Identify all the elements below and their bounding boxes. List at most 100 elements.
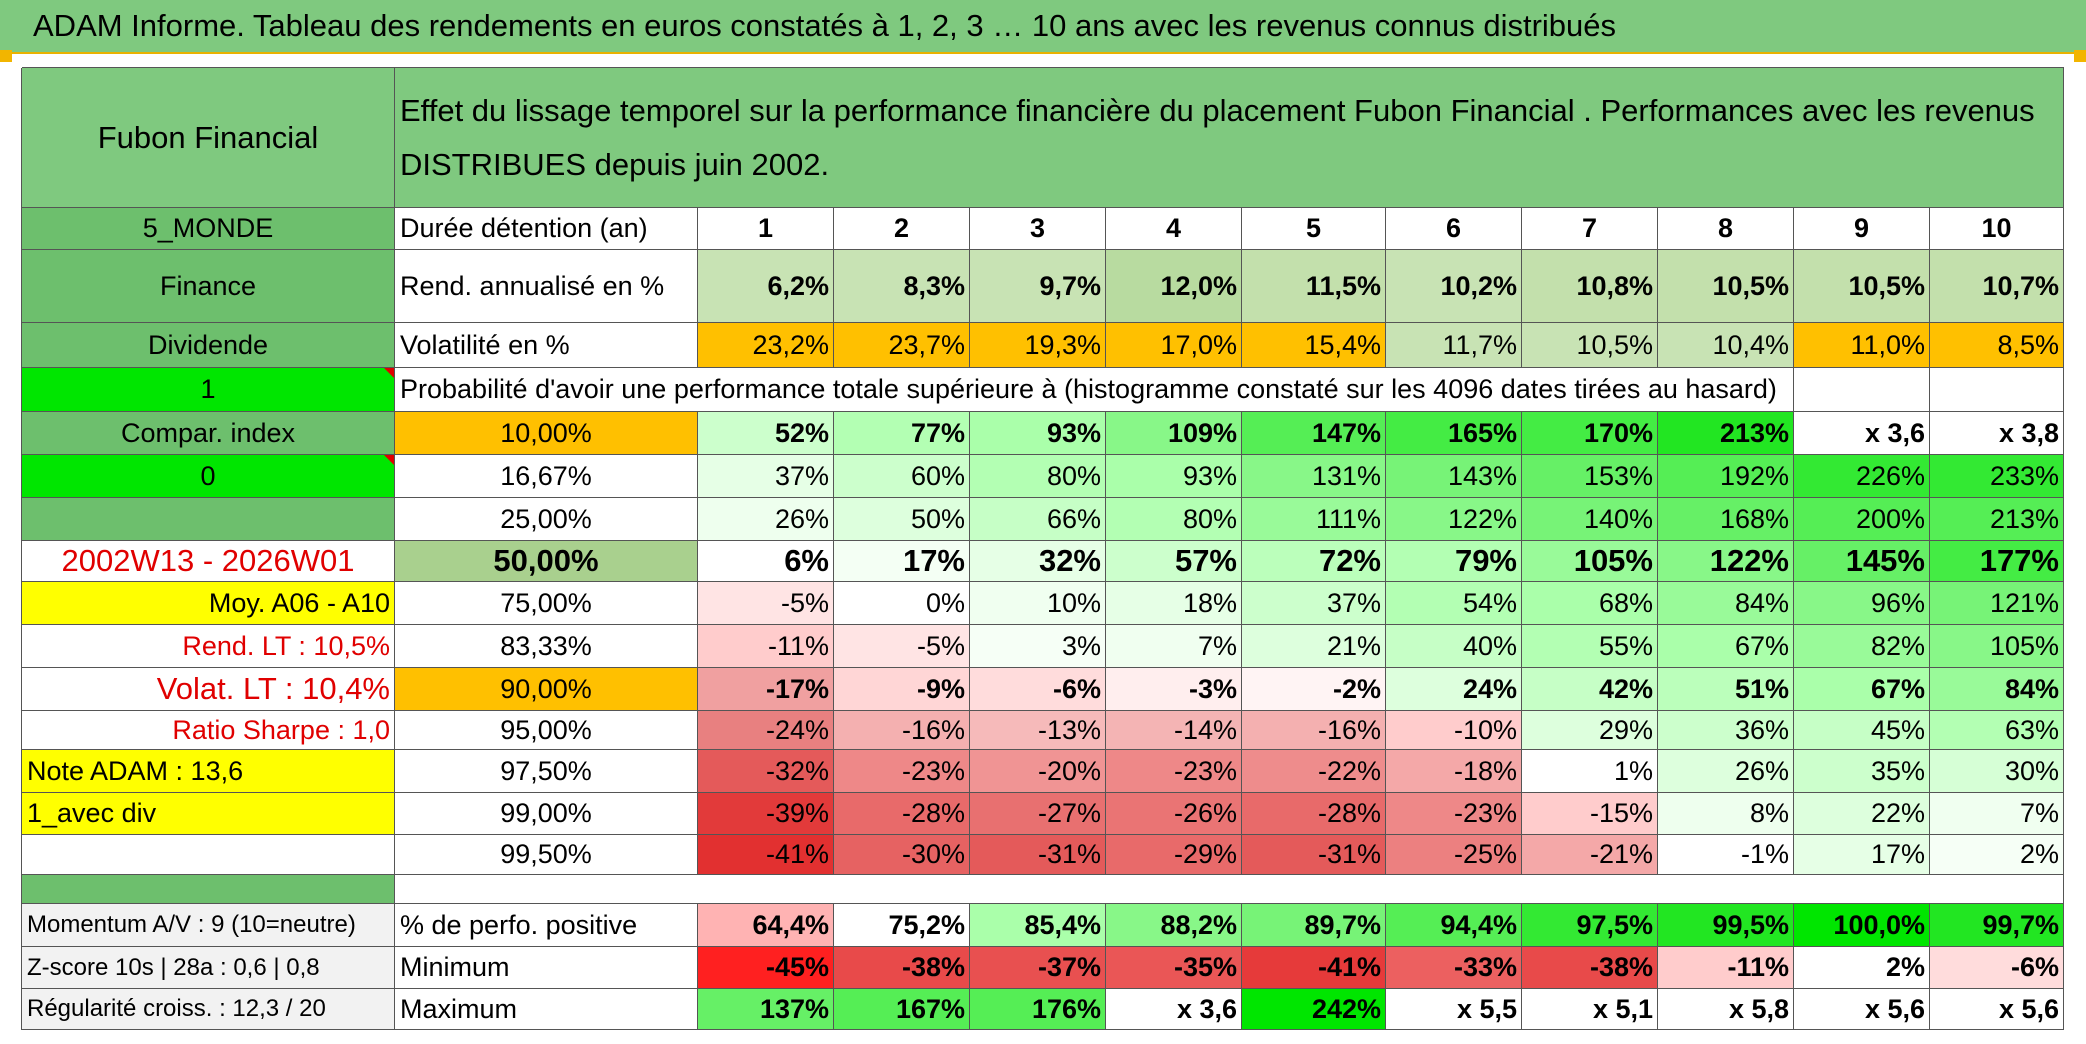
percentile-value: 54% xyxy=(1386,582,1522,625)
year-header: 10 xyxy=(1930,208,2064,250)
vol-value: 11,7% xyxy=(1386,323,1522,368)
percentile-value: 213% xyxy=(1930,498,2064,541)
percentile-value: 35% xyxy=(1794,750,1930,793)
bottom-value: 75,2% xyxy=(834,904,970,947)
percentile-value: 7% xyxy=(1930,793,2064,835)
percentile-value: -41% xyxy=(698,835,834,875)
year-header: 2 xyxy=(834,208,970,250)
header-description: Effet du lissage temporel sur la perform… xyxy=(395,68,2064,208)
percentile-value: -17% xyxy=(698,668,834,711)
rend-value: 10,5% xyxy=(1658,250,1794,323)
rend-value: 8,3% xyxy=(834,250,970,323)
bottom-value: x 5,6 xyxy=(1930,989,2064,1030)
percentile-value: -28% xyxy=(1242,793,1386,835)
rend-value: 10,8% xyxy=(1522,250,1658,323)
bottom-value: -45% xyxy=(698,947,834,989)
percentile-value: -1% xyxy=(1658,835,1794,875)
percentile-value: -16% xyxy=(834,711,970,750)
percentile-value: -20% xyxy=(970,750,1106,793)
percentile-value: 121% xyxy=(1930,582,2064,625)
sector-label: Finance xyxy=(22,250,395,323)
year-header: 9 xyxy=(1794,208,1930,250)
bottom-value: x 5,8 xyxy=(1658,989,1794,1030)
percentile-value: 57% xyxy=(1106,541,1242,582)
percentile-value: 131% xyxy=(1242,455,1386,498)
bottom-value: 99,5% xyxy=(1658,904,1794,947)
percentile-value: 93% xyxy=(1106,455,1242,498)
rend-value: 6,2% xyxy=(698,250,834,323)
percentile-value: -28% xyxy=(834,793,970,835)
bottom-value: 64,4% xyxy=(698,904,834,947)
vol-value: 19,3% xyxy=(970,323,1106,368)
percentile-value: 111% xyxy=(1242,498,1386,541)
percentile-value: -32% xyxy=(698,750,834,793)
bottom-value: -38% xyxy=(834,947,970,989)
percentile-value: 55% xyxy=(1522,625,1658,668)
percentile-value: 6% xyxy=(698,541,834,582)
year-header: 7 xyxy=(1522,208,1658,250)
percentile-value: -22% xyxy=(1242,750,1386,793)
report-title: ADAM Informe. Tableau des rendements en … xyxy=(33,8,1617,43)
moy-label: Moy. A06 - A10 xyxy=(22,582,395,625)
rend-value: 10,7% xyxy=(1930,250,2064,323)
percentile-label: 25,00% xyxy=(395,498,698,541)
percentile-label: 90,00% xyxy=(395,668,698,711)
blank-label xyxy=(22,498,395,541)
percentile-label: 16,67% xyxy=(395,455,698,498)
percentile-value: 40% xyxy=(1386,625,1522,668)
percentile-value: -21% xyxy=(1522,835,1658,875)
vol-value: 15,4% xyxy=(1242,323,1386,368)
percentile-value: 37% xyxy=(1242,582,1386,625)
bottom-value: 97,5% xyxy=(1522,904,1658,947)
title-bar: ADAM Informe. Tableau des rendements en … xyxy=(0,0,2086,54)
percentile-value: -23% xyxy=(1106,750,1242,793)
percentile-value: 200% xyxy=(1794,498,1930,541)
table-border xyxy=(21,68,22,1030)
percentile-value: 122% xyxy=(1658,541,1794,582)
percentile-value: 96% xyxy=(1794,582,1930,625)
percentile-value: 177% xyxy=(1930,541,2064,582)
percentile-value: 26% xyxy=(1658,750,1794,793)
percentile-label: 10,00% xyxy=(395,412,698,455)
percentile-value: 22% xyxy=(1794,793,1930,835)
percentile-value: 68% xyxy=(1522,582,1658,625)
bottom-left-label: Z-score 10s | 28a : 0,6 | 0,8 xyxy=(22,947,395,989)
bottom-value: 85,4% xyxy=(970,904,1106,947)
sharpe-label: Ratio Sharpe : 1,0 xyxy=(22,711,395,750)
bottom-value: 137% xyxy=(698,989,834,1030)
year-header: 6 xyxy=(1386,208,1522,250)
percentile-value: x 3,8 xyxy=(1930,412,2064,455)
bottom-value: -38% xyxy=(1522,947,1658,989)
bottom-value: 88,2% xyxy=(1106,904,1242,947)
percentile-value: 67% xyxy=(1658,625,1794,668)
vol-value: 23,2% xyxy=(698,323,834,368)
percentile-value: 17% xyxy=(834,541,970,582)
bottom-value: 100,0% xyxy=(1794,904,1930,947)
percentile-value: 72% xyxy=(1242,541,1386,582)
year-header: 3 xyxy=(970,208,1106,250)
bottom-value: 242% xyxy=(1242,989,1386,1030)
percentile-value: 140% xyxy=(1522,498,1658,541)
bottom-value: 167% xyxy=(834,989,970,1030)
percentile-value: 45% xyxy=(1794,711,1930,750)
percentile-value: 66% xyxy=(970,498,1106,541)
bottom-value: 2% xyxy=(1794,947,1930,989)
empty-cell xyxy=(1794,368,1930,412)
percentile-value: -2% xyxy=(1242,668,1386,711)
percentile-value: -16% xyxy=(1242,711,1386,750)
percentile-value: 82% xyxy=(1794,625,1930,668)
percentile-value: 143% xyxy=(1386,455,1522,498)
rend-value: 10,2% xyxy=(1386,250,1522,323)
percentile-value: -23% xyxy=(834,750,970,793)
percentile-value: 7% xyxy=(1106,625,1242,668)
percentile-value: 84% xyxy=(1658,582,1794,625)
percentile-label: 83,33% xyxy=(395,625,698,668)
rend-value: 11,5% xyxy=(1242,250,1386,323)
percentile-value: 0% xyxy=(834,582,970,625)
bottom-value: 176% xyxy=(970,989,1106,1030)
percentile-label: 50,00% xyxy=(395,541,698,582)
percentile-value: 26% xyxy=(698,498,834,541)
bottom-value: x 3,6 xyxy=(1106,989,1242,1030)
percentile-value: 37% xyxy=(698,455,834,498)
percentile-value: 122% xyxy=(1386,498,1522,541)
